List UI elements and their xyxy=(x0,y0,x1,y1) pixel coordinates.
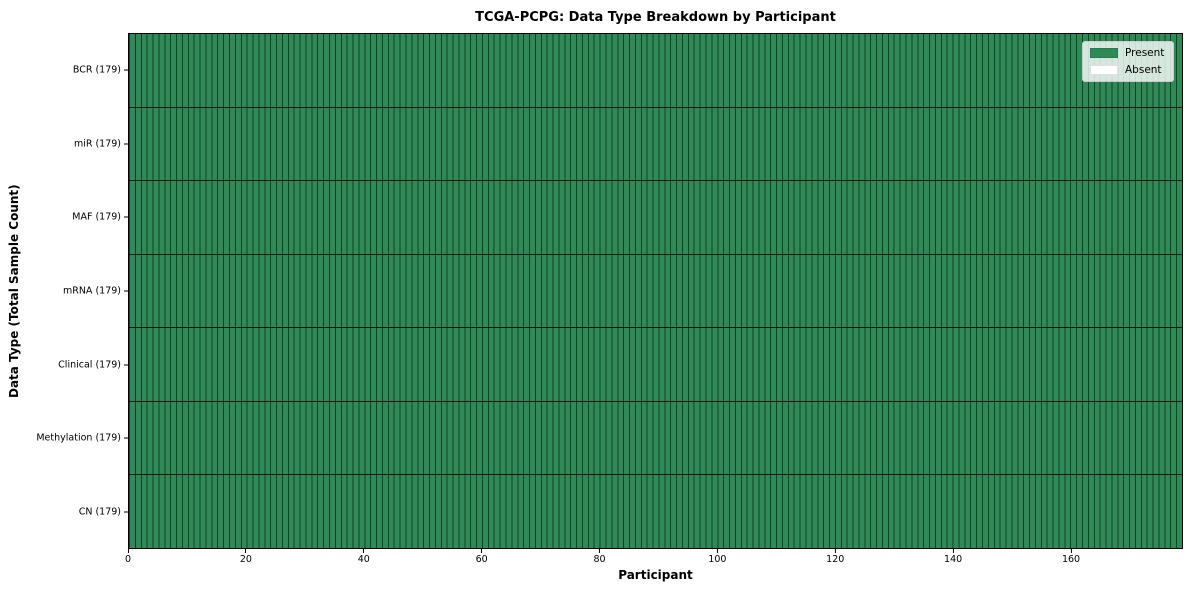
y-tick-mRNA: mRNA (179) xyxy=(63,286,128,297)
legend-swatch-absent xyxy=(1090,65,1118,75)
y-tick-MAF: MAF (179) xyxy=(72,212,128,223)
x-tick-label: 40 xyxy=(357,554,370,565)
y-tick-mark xyxy=(124,437,128,439)
legend-label: Absent xyxy=(1125,64,1162,76)
x-tick-100: 100 xyxy=(708,549,726,565)
y-tick-BCR: BCR (179) xyxy=(73,64,128,75)
x-tick-label: 120 xyxy=(826,554,845,565)
x-tick-mark xyxy=(1070,549,1072,553)
x-tick-mark xyxy=(127,549,129,553)
chart-title: TCGA-PCPG: Data Type Breakdown by Partic… xyxy=(475,10,836,25)
heatmap-row-CN xyxy=(129,475,1182,549)
x-tick-label: 80 xyxy=(593,554,606,565)
y-tick-label: CN (179) xyxy=(78,506,121,518)
x-tick-label: 140 xyxy=(944,554,963,565)
y-tick-mark xyxy=(124,69,128,71)
x-tick-120: 120 xyxy=(826,549,844,565)
y-tick-mark xyxy=(124,511,128,513)
heatmap-row-mRNA xyxy=(129,254,1182,329)
x-tick-label: 20 xyxy=(239,554,252,565)
y-axis-tick-labels: BCR (179) miR (179) MAF (179) mRNA (179) Cli… xyxy=(0,33,128,549)
y-tick-CN: CN (179) xyxy=(79,507,128,518)
y-tick-mark xyxy=(124,364,128,366)
heatmap-row-Methylation xyxy=(129,401,1182,476)
legend-item-absent: Absent xyxy=(1090,64,1164,76)
x-tick-mark xyxy=(363,549,365,553)
x-tick-mark xyxy=(481,549,483,553)
x-tick-60: 60 xyxy=(476,549,488,565)
x-tick-80: 80 xyxy=(593,549,606,565)
x-tick-0: 0 xyxy=(125,549,131,565)
y-tick-miR: miR (179) xyxy=(74,138,128,149)
x-axis-title: Participant xyxy=(618,568,693,582)
legend-item-present: Present xyxy=(1090,47,1164,59)
heatmap-row-Clinical xyxy=(129,328,1182,402)
x-tick-label: 60 xyxy=(475,554,488,565)
y-tick-mark xyxy=(124,216,128,218)
y-tick-Methylation: Methylation (179) xyxy=(36,433,128,444)
x-tick-20: 20 xyxy=(240,549,252,565)
legend-label: Present xyxy=(1125,47,1165,59)
x-tick-label: 0 xyxy=(124,554,132,565)
y-tick-mark xyxy=(124,290,128,292)
x-tick-mark xyxy=(716,549,718,553)
legend: Present Absent xyxy=(1082,41,1175,82)
y-tick-label: miR (179) xyxy=(73,138,121,150)
x-axis-tick-labels: 0 20 40 60 80 100 120 140 160 xyxy=(125,549,1183,573)
x-tick-mark xyxy=(245,549,247,553)
y-tick-label: Clinical (179) xyxy=(58,359,121,371)
y-tick-Clinical: Clinical (179) xyxy=(58,359,128,370)
x-tick-40: 40 xyxy=(358,549,370,565)
y-tick-label: mRNA (179) xyxy=(62,285,121,297)
legend-swatch-present xyxy=(1090,48,1118,58)
x-tick-160: 160 xyxy=(1062,549,1080,565)
y-tick-mark xyxy=(124,143,128,145)
y-tick-label: Methylation (179) xyxy=(36,432,121,444)
x-tick-140: 140 xyxy=(944,549,962,565)
x-tick-mark xyxy=(834,549,836,553)
heatmap-row-MAF xyxy=(129,181,1182,255)
x-tick-label: 100 xyxy=(708,554,727,565)
heatmap-row-miR xyxy=(129,107,1182,182)
heatmap-row-BCR xyxy=(129,34,1182,108)
x-tick-mark xyxy=(952,549,954,553)
heatmap-plot-area xyxy=(128,33,1183,549)
y-tick-label: MAF (179) xyxy=(72,211,121,223)
y-tick-label: BCR (179) xyxy=(72,64,121,76)
x-tick-mark xyxy=(599,549,600,553)
x-tick-label: 160 xyxy=(1061,554,1081,565)
